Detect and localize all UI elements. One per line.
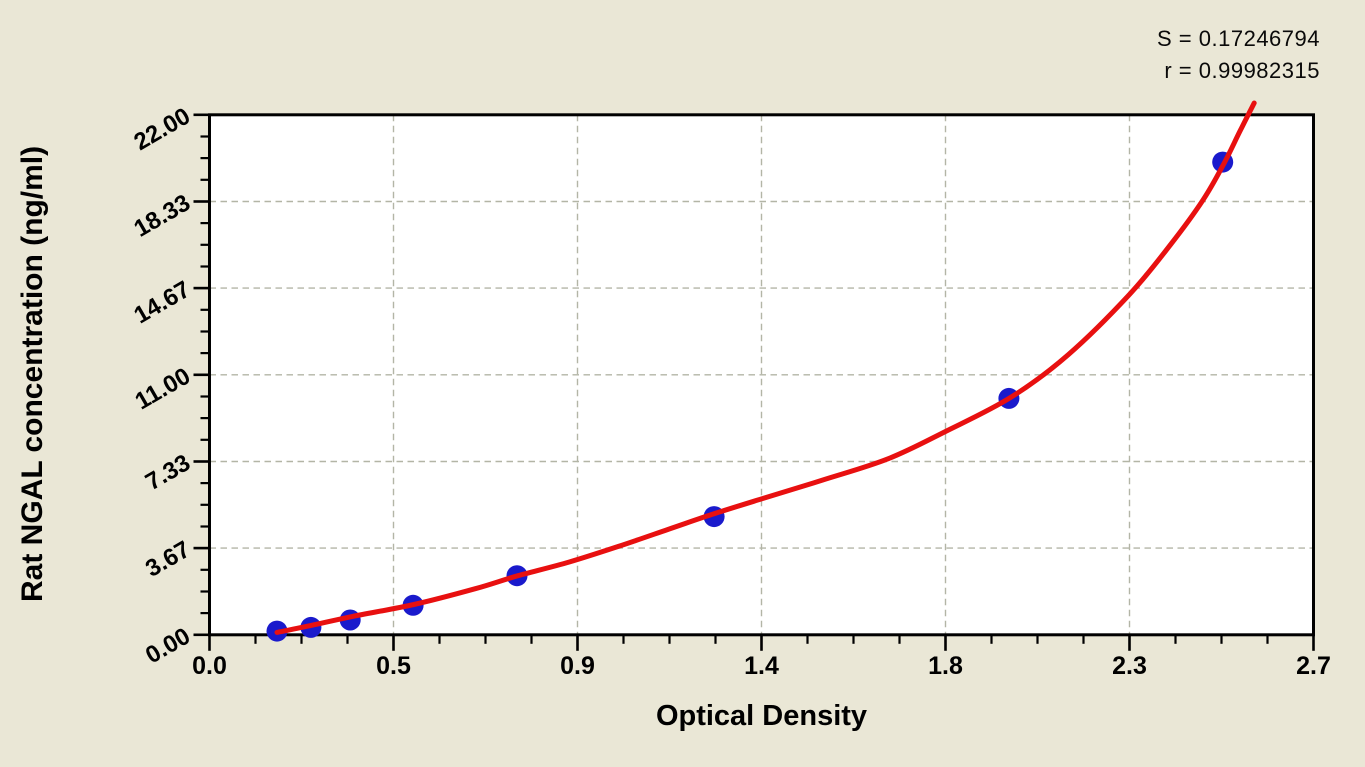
x-tick-label: 0.9	[560, 652, 595, 680]
x-tick-label: 2.7	[1296, 652, 1331, 680]
x-axis-title: Optical Density	[655, 700, 868, 732]
y-tick-label: 18.33	[129, 189, 195, 242]
y-tick-label: 22.00	[129, 103, 195, 156]
x-tick-label: 1.4	[744, 652, 779, 680]
x-tick-label: 0.0	[192, 652, 227, 680]
y-tick-label: 14.67	[129, 276, 195, 329]
fit-statistic-s: S = 0.17246794	[1157, 26, 1320, 51]
x-tick-label: 0.5	[376, 652, 411, 680]
y-tick-label: 0.00	[141, 623, 195, 670]
y-tick-label: 11.00	[131, 363, 195, 416]
y-tick-label: 7.33	[141, 449, 195, 496]
x-tick-label: 1.8	[928, 652, 963, 680]
x-tick-label: 2.3	[1112, 652, 1147, 680]
y-tick-label: 3.67	[141, 536, 195, 583]
fit-statistic-r: r = 0.99982315	[1164, 58, 1320, 83]
fitted-curve	[274, 100, 1257, 635]
